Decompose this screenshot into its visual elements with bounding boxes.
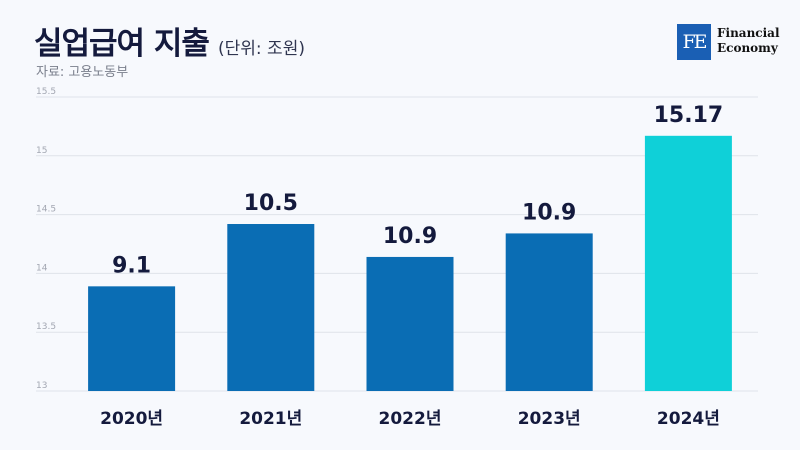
y-tick-label: 15.5 <box>36 87 56 97</box>
data-label: 10.5 <box>244 191 298 216</box>
x-tick-label: 2020년 <box>100 409 163 429</box>
source-note: 자료: 고용노동부 <box>36 65 129 80</box>
y-tick-label: 14 <box>36 263 48 273</box>
logo-line-2: Economy <box>717 41 778 55</box>
data-label: 9.1 <box>112 253 151 278</box>
y-tick-label: 15 <box>36 146 47 156</box>
y-tick-label: 14.5 <box>36 205 56 215</box>
data-label: 10.9 <box>522 200 576 225</box>
data-label: 10.9 <box>383 224 437 249</box>
chart-title-block: 실업급여 지출 (단위: 조원) <box>34 18 305 63</box>
bar <box>644 135 732 391</box>
bar <box>366 256 454 391</box>
x-tick-label: 2023년 <box>518 409 581 429</box>
bar <box>88 286 176 391</box>
y-tick-label: 13 <box>36 381 47 391</box>
x-tick-label: 2024년 <box>657 409 720 429</box>
financial-economy-logo: FE Financial Economy <box>677 24 780 62</box>
chart-title: 실업급여 지출 <box>34 26 210 62</box>
data-label: 15.17 <box>654 103 724 128</box>
logo-mark: FE <box>677 24 711 60</box>
logo-line-1: Financial <box>717 26 780 40</box>
bar <box>227 224 315 391</box>
x-tick-label: 2022년 <box>379 409 442 429</box>
unit-note: (단위: 조원) <box>218 39 305 59</box>
logo-wordmark: Financial Economy <box>717 26 780 56</box>
x-tick-label: 2021년 <box>239 409 302 429</box>
y-tick-label: 13.5 <box>36 322 56 332</box>
bar <box>505 233 593 391</box>
